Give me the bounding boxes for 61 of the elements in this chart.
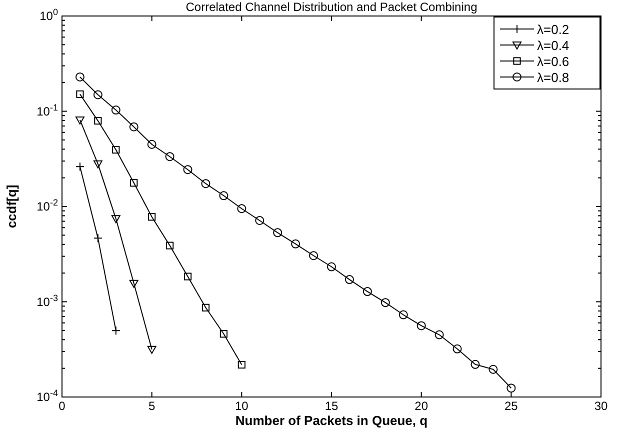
x-axis-title: Number of Packets in Queue, q xyxy=(235,413,428,428)
point xyxy=(398,310,408,320)
y-tick-label: 10$^{-1}$ xyxy=(36,102,58,118)
point xyxy=(75,72,84,82)
point xyxy=(202,304,210,312)
point xyxy=(112,146,120,154)
chart-title: Correlated Channel Distribution and Packet Combining xyxy=(186,0,478,14)
point xyxy=(94,116,102,125)
point xyxy=(255,216,264,225)
point xyxy=(488,364,498,374)
point xyxy=(75,162,84,172)
point xyxy=(184,272,192,280)
point xyxy=(238,360,246,369)
point xyxy=(166,242,174,250)
y-tick-label: 10$^{-2}$ xyxy=(36,198,58,214)
point xyxy=(148,213,156,221)
legend-label: λ=0.2 xyxy=(537,22,570,37)
point xyxy=(76,90,84,98)
point xyxy=(291,239,300,248)
point xyxy=(93,90,102,100)
legend-label: λ=0.4 xyxy=(537,38,570,53)
point xyxy=(111,106,120,115)
point xyxy=(129,122,138,132)
point xyxy=(220,330,228,338)
point xyxy=(416,321,426,330)
x-tick-label: 0 xyxy=(58,399,66,413)
y-axis-title: ccdf[q] xyxy=(4,184,19,228)
legend-label: λ=0.8 xyxy=(537,70,570,85)
point xyxy=(327,262,336,272)
point xyxy=(273,228,282,238)
x-tick-label: 30 xyxy=(594,399,608,413)
x-tick-label: 10 xyxy=(234,399,249,413)
point xyxy=(93,160,102,168)
x-tick-label: 5 xyxy=(148,399,156,413)
point xyxy=(309,251,318,260)
point xyxy=(75,116,84,124)
x-tick-label: 15 xyxy=(324,399,338,413)
x-tick-label: 20 xyxy=(414,399,428,413)
point xyxy=(506,384,516,393)
point xyxy=(344,275,354,284)
point xyxy=(111,215,120,224)
x-tick-label: 25 xyxy=(504,399,518,413)
y-tick-label: 10$^{0}$ xyxy=(40,7,58,23)
point xyxy=(165,152,174,162)
point xyxy=(362,287,372,296)
point xyxy=(130,179,138,187)
legend-label: λ=0.6 xyxy=(537,54,570,69)
point xyxy=(452,344,462,354)
point xyxy=(129,280,138,288)
point xyxy=(201,179,210,188)
y-tick-label: 10$^{-4}$ xyxy=(36,388,58,404)
point xyxy=(380,298,390,308)
y-tick-label: 10$^{-3}$ xyxy=(36,292,58,309)
point xyxy=(219,191,228,200)
point xyxy=(183,165,192,174)
point xyxy=(111,326,120,336)
point xyxy=(147,346,156,354)
point xyxy=(470,360,480,369)
point xyxy=(237,204,246,214)
point xyxy=(147,140,156,149)
point xyxy=(434,330,444,340)
